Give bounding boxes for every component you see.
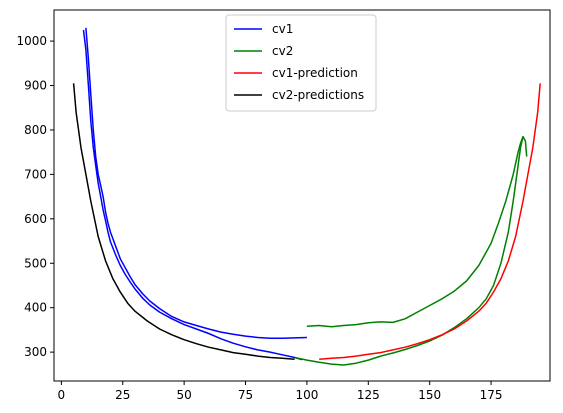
y-tick-label: 900 [24,79,47,93]
series-layer [72,27,541,366]
series-line-cv2-2 [306,135,528,328]
y-tick-label: 400 [24,301,47,315]
legend: cv1 cv2 cv1-prediction cv2-predictions [225,14,377,112]
x-tick-label: 50 [176,388,191,402]
x-tick-label: 100 [295,388,318,402]
series-line-cv2-predictions-1 [72,83,295,360]
legend-label-cv2-predictions: cv2-predictions [272,88,364,102]
y-tick-label: 500 [24,256,47,270]
plot-frame [53,9,551,382]
y-tick-label: 1000 [16,34,47,48]
legend-label-cv1-prediction: cv1-prediction [272,66,358,80]
y-axis: 300 400 500 600 700 800 900 1000 [16,34,54,359]
y-tick-label: 600 [24,212,47,226]
series-line-cv1-prediction-1 [319,83,541,360]
legend-label-cv2: cv2 [272,44,293,58]
y-tick-label: 300 [24,345,47,359]
y-tick-label: 800 [24,123,47,137]
series-line-cv2-1 [294,136,524,366]
x-tick-label: 0 [58,388,66,402]
series-line-cv1-2 [82,29,303,361]
x-tick-label: 125 [357,388,380,402]
x-tick-label: 175 [480,388,503,402]
y-tick-label: 700 [24,167,47,181]
series-line-cv1-1 [85,27,307,340]
x-tick-label: 75 [238,388,253,402]
legend-box [225,14,377,112]
legend-label-cv1: cv1 [272,22,293,36]
x-tick-label: 25 [115,388,130,402]
x-tick-label: 150 [418,388,441,402]
x-axis: 0 25 50 75 100 125 150 175 [58,381,503,402]
